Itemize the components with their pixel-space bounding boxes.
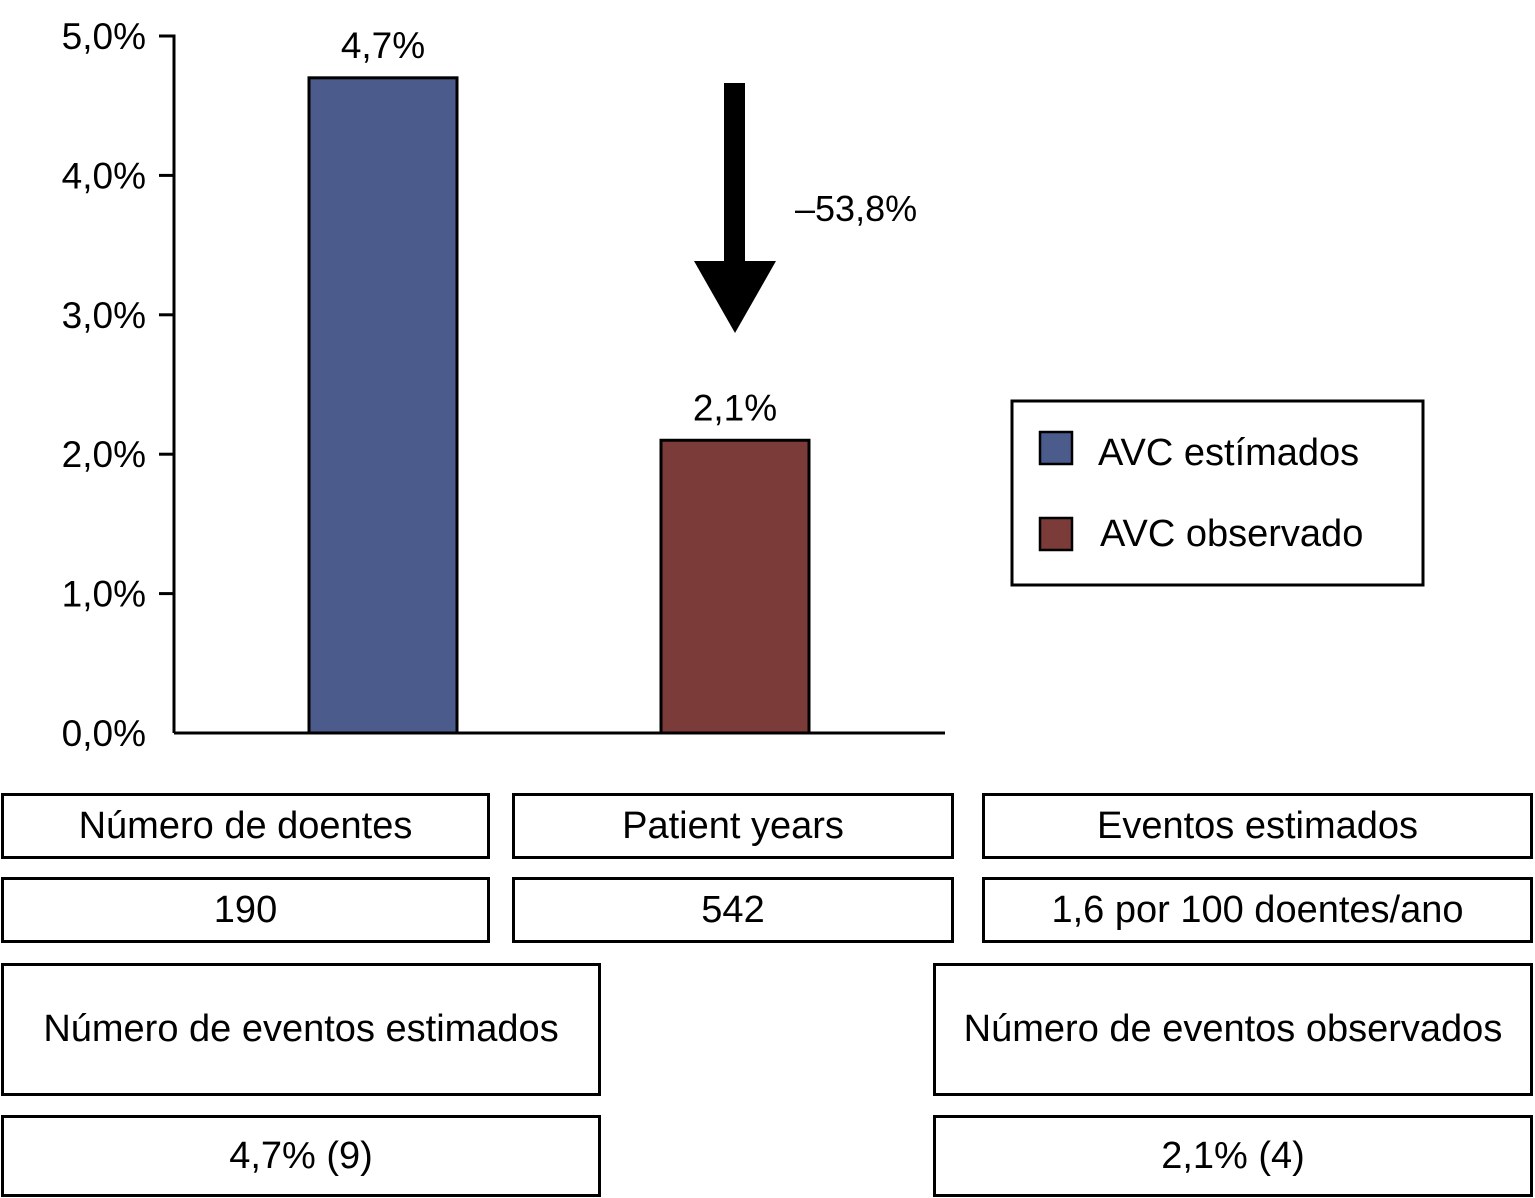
estimated-count-header-cell: Número de eventos estimados [1, 963, 601, 1096]
legend-box [1010, 399, 1425, 587]
estimated-events-header-cell: Eventos estimados [982, 793, 1533, 859]
patient-years-value-cell: 542 [512, 877, 954, 943]
patient-years-header: Patient years [622, 804, 844, 847]
bars: 4,7% 2,1% [307, 25, 811, 735]
decrease-annotation: –53,8% [795, 188, 917, 229]
legend-label-observed: AVC observado [1100, 513, 1363, 555]
bar-value-label: 2,1% [693, 387, 777, 428]
y-axis: 0,0% 1,0% 2,0% 3,0% 4,0% 5,0% [62, 16, 176, 754]
y-tick-label: 3,0% [62, 295, 146, 336]
bar [307, 76, 459, 735]
bar-chart: 0,0% 1,0% 2,0% 3,0% 4,0% 5,0% 4,7% 2,1% –53,8%… [62, 16, 1425, 754]
patients-value-cell: 190 [1, 877, 490, 943]
legend-swatch-estimated [1038, 430, 1074, 466]
patient-years-value: 542 [701, 888, 765, 931]
estimated-events-header: Eventos estimados [1096, 804, 1419, 847]
decrease-arrow [694, 83, 776, 333]
patient-years-header-cell: Patient years [512, 793, 954, 859]
y-tick-label: 1,0% [62, 574, 146, 615]
patients-header-cell: Número de doentes [1, 793, 490, 859]
legend: AVC estímados AVC observado [1010, 399, 1425, 587]
estimated-count-value-cell: 4,7% (9) [1, 1115, 601, 1197]
patients-value: 190 [213, 888, 278, 931]
legend-swatch-observed [1038, 516, 1074, 552]
observed-count-value: 2,1% (4) [1161, 1134, 1305, 1177]
decrease-arrow-shaft [724, 83, 745, 263]
estimated-count-value: 4,7% (9) [229, 1134, 373, 1177]
legend-label-estimated: AVC estímados [1098, 432, 1359, 474]
estimated-count-header: Número de eventos estimados [43, 1008, 559, 1050]
y-tick-label: 5,0% [62, 16, 146, 57]
y-tick-label: 4,0% [62, 155, 146, 196]
decrease-arrow-head [694, 261, 776, 333]
observed-count-value-cell: 2,1% (4) [933, 1115, 1533, 1197]
patients-header: Número de doentes [78, 804, 413, 847]
bar-value-label: 4,7% [341, 25, 425, 66]
y-tick-label: 0,0% [62, 713, 146, 754]
observed-count-header-cell: Número de eventos observados [933, 963, 1533, 1096]
estimated-events-value-cell: 1,6 por 100 doentes/ano [982, 877, 1533, 943]
observed-count-header: Número de eventos observados [963, 1008, 1503, 1050]
estimated-events-value: 1,6 por 100 doentes/ano [1051, 888, 1464, 931]
bar [659, 438, 811, 735]
y-tick-label: 2,0% [62, 434, 146, 475]
